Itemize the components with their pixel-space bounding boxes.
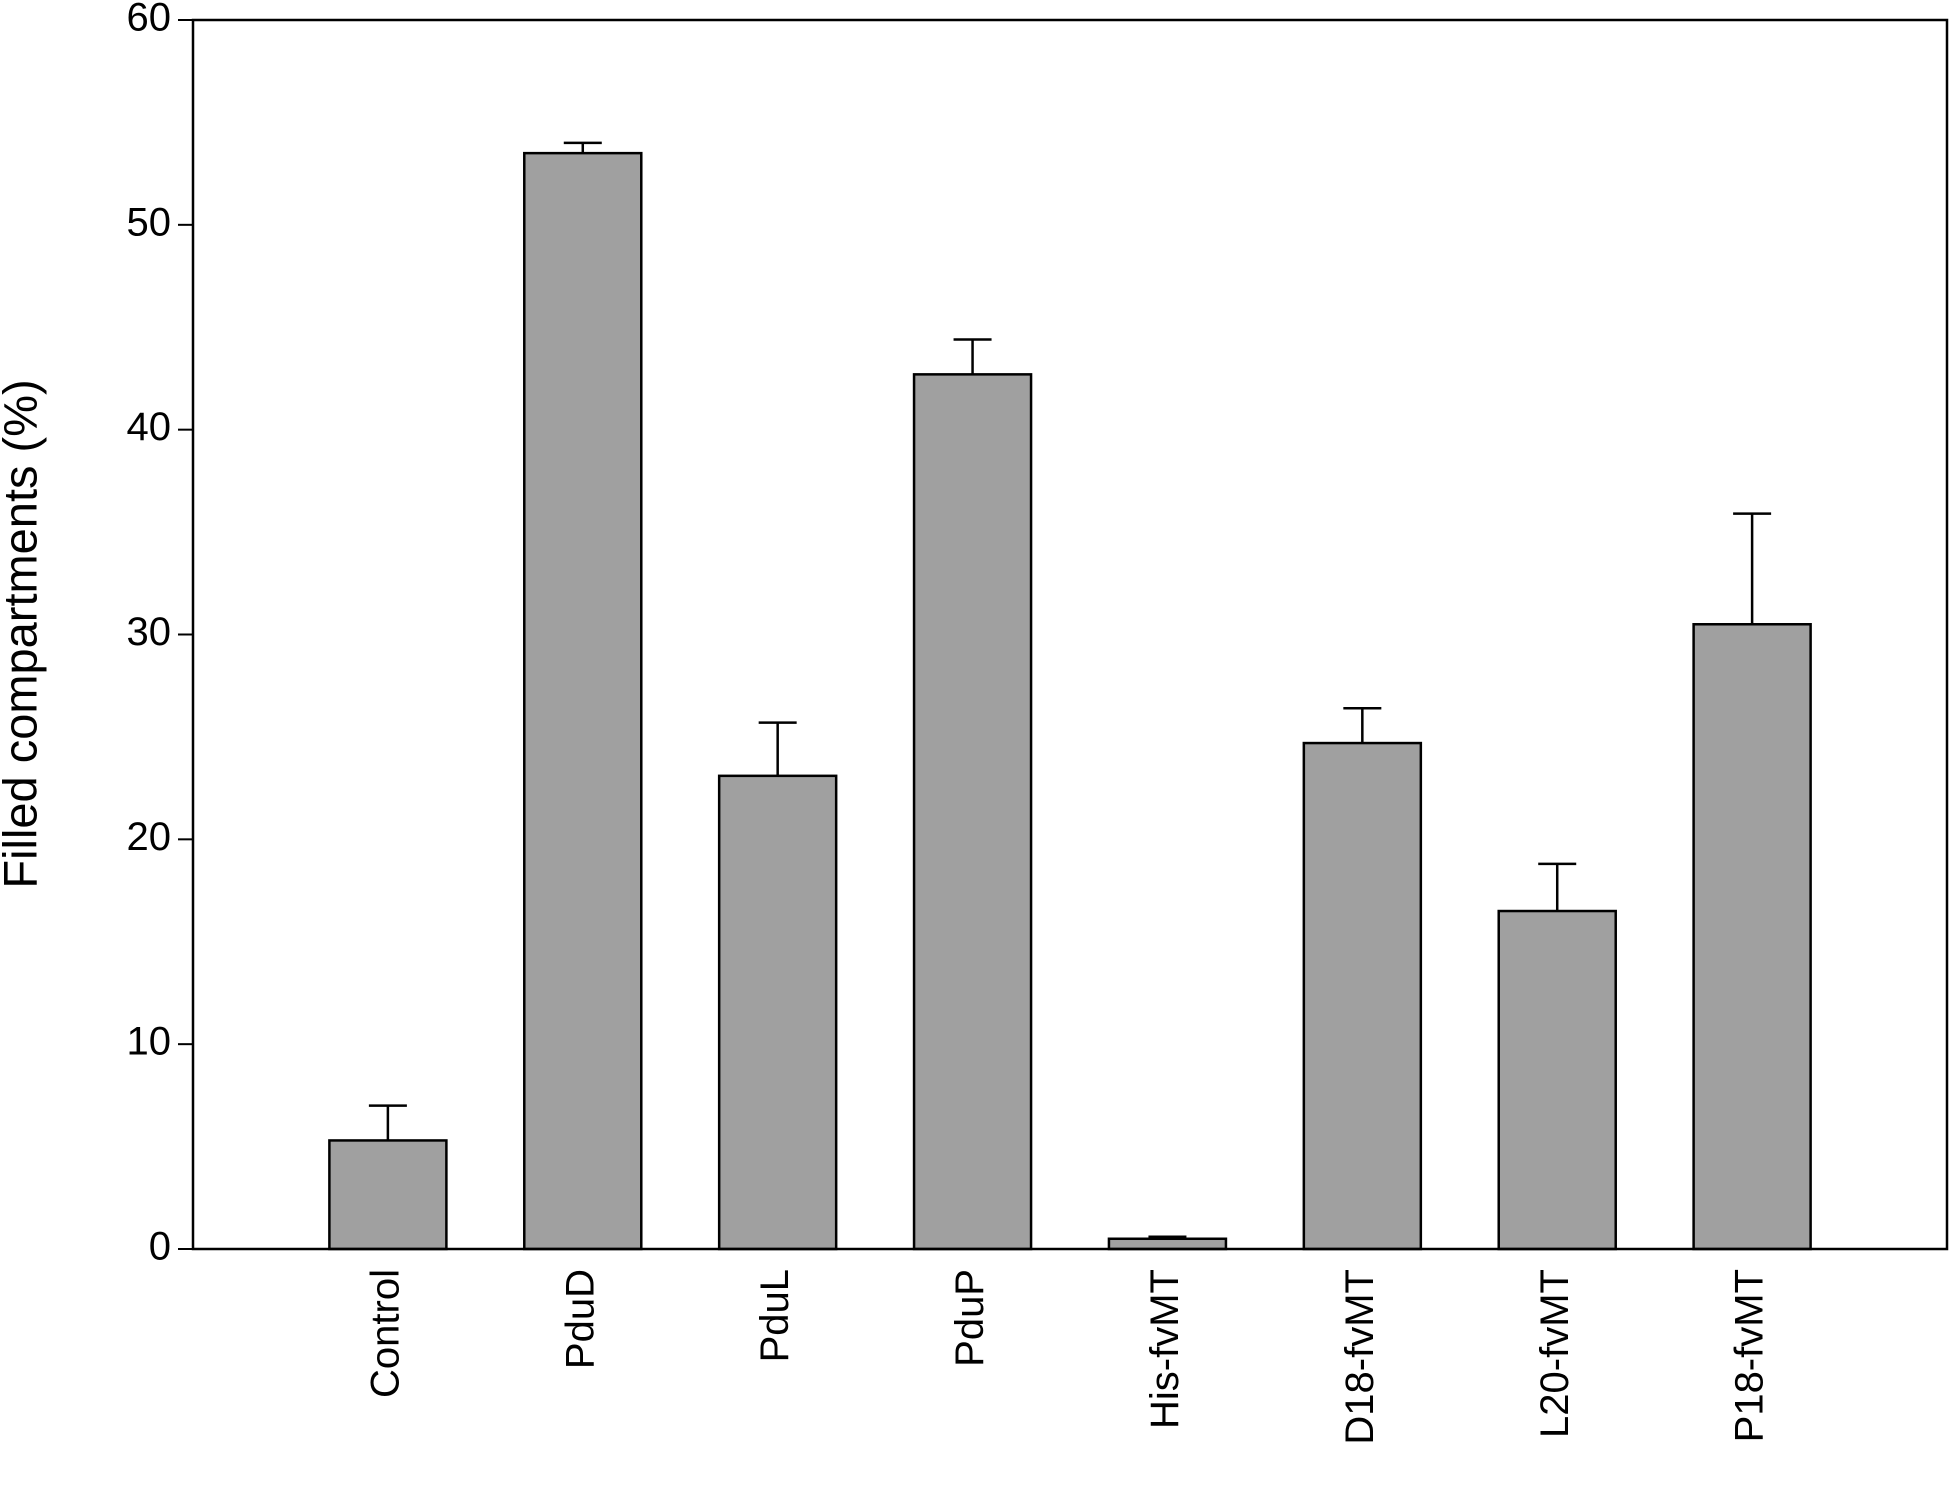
- bar: [1497, 909, 1617, 1251]
- error-bar: [758, 721, 797, 776]
- bar: [1107, 1237, 1228, 1251]
- y-tick-label: 0: [149, 1225, 171, 1269]
- x-tick-label: P18-fvMT: [1728, 1269, 1772, 1442]
- error-bar: [1733, 512, 1772, 625]
- x-tick-label: D18-fvMT: [1338, 1269, 1382, 1445]
- bar: [912, 373, 1033, 1251]
- bar: [523, 151, 643, 1251]
- error-bar: [1538, 862, 1577, 912]
- x-tick-label: PduD: [558, 1269, 602, 1369]
- x-tick-label: His-fvMT: [1143, 1269, 1187, 1429]
- y-tick-label: 60: [127, 0, 172, 40]
- y-tick-label: 10: [127, 1020, 172, 1064]
- x-tick-label: PduL: [753, 1269, 797, 1362]
- x-tick-label: Control: [363, 1269, 407, 1398]
- y-tick-label: 50: [127, 200, 172, 244]
- y-axis-label: Filled compartments (%): [0, 379, 46, 888]
- x-tick-label: L20-fvMT: [1533, 1269, 1577, 1438]
- y-tick-label: 40: [127, 405, 172, 449]
- error-bar: [563, 141, 602, 154]
- error-bar: [1148, 1235, 1187, 1239]
- y-tick-label: 20: [127, 815, 172, 859]
- bar: [328, 1139, 448, 1251]
- error-bar: [953, 338, 992, 375]
- plot-frame: [191, 18, 1949, 1251]
- x-tick-label: PduP: [948, 1269, 992, 1367]
- bar: [717, 774, 838, 1251]
- error-bar: [368, 1104, 407, 1141]
- y-tick-label: 30: [127, 610, 172, 654]
- bar: [1302, 741, 1423, 1251]
- error-bar: [1343, 706, 1382, 744]
- bar: [1692, 623, 1812, 1251]
